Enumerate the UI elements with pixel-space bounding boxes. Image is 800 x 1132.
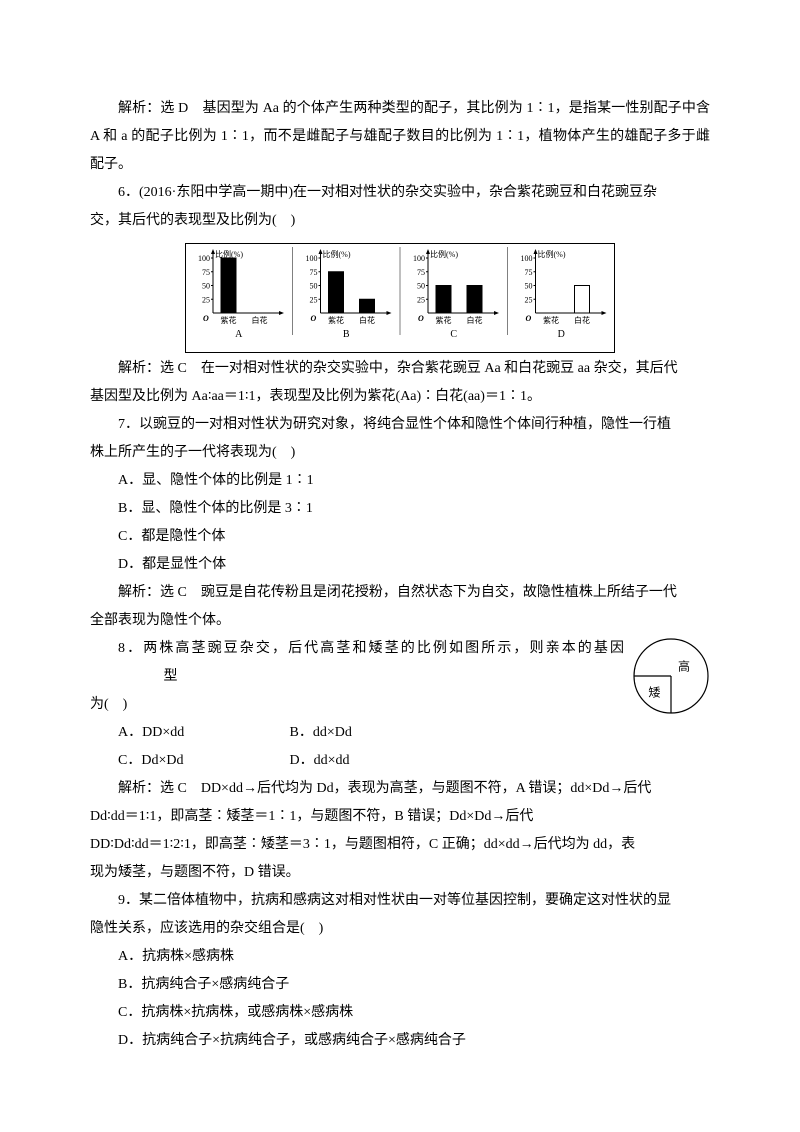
q5-explanation: 解析：选 D 基因型为 Aa 的个体产生两种类型的配子，其比例为 1∶1，是指某… (90, 95, 710, 179)
q7-option-a: A．显、隐性个体的比例是 1∶1 (90, 467, 710, 495)
q8-explanation-line1: 解析：选 C DD×dd→后代均为 Dd，表现为高茎，与题图不符，A 错误；dd… (90, 775, 710, 803)
q9-stem-line1: 9．某二倍体植物中，抗病和感病这对相对性状由一对等位基因控制，要确定这对性状的显 (90, 887, 710, 915)
svg-text:白花: 白花 (252, 315, 268, 325)
q7-stem-line1: 7．以豌豆的一对相对性状为研究对象，将纯合显性个体和隐性个体间行种植，隐性一行植 (90, 411, 710, 439)
q8-stem-left: 8．两株高茎豌豆杂交，后代高茎和矮茎的比例如图所示，则亲本的基因 (118, 641, 624, 656)
q7-option-c: C．都是隐性个体 (90, 523, 710, 551)
q8-explanation-line3: DD∶Dd∶dd＝1∶2∶1，即高茎∶矮茎＝3∶1，与题图相符，C 正确；dd×… (90, 831, 710, 859)
q9-option-a: A．抗病株×感病株 (90, 943, 710, 971)
svg-text:D: D (558, 329, 565, 340)
q9-option-c: C．抗病株×抗病株，或感病株×感病株 (90, 999, 710, 1027)
svg-text:白花: 白花 (467, 315, 483, 325)
q6-stem-line2: 交，其后代的表现型及比例为( ) (90, 207, 710, 235)
svg-text:100: 100 (521, 254, 533, 263)
q7-option-d: D．都是显性个体 (90, 551, 710, 579)
svg-text:O: O (418, 314, 424, 323)
svg-text:比例(%): 比例(%) (538, 249, 566, 259)
q6-chart: 比例(%) 25 50 75 100 O 紫花 白花 A 比例(%) 25 50 75 100 O 紫花 白花 B… (90, 243, 710, 353)
svg-text:白花: 白花 (359, 315, 375, 325)
svg-text:100: 100 (198, 254, 210, 263)
q8-stem-right: 型 (164, 669, 178, 684)
svg-text:O: O (311, 314, 317, 323)
q6-explanation-line1: 解析：选 C 在一对相对性状的杂交实验中，杂合紫花豌豆 Aa 和白花豌豆 aa … (90, 355, 710, 383)
page-container: 解析：选 D 基因型为 Aa 的个体产生两种类型的配子，其比例为 1∶1，是指某… (0, 0, 800, 1115)
svg-text:75: 75 (310, 268, 318, 277)
svg-text:矮: 矮 (648, 685, 660, 699)
q7-stem-line2: 株上所产生的子一代将表现为( ) (90, 439, 710, 467)
svg-text:紫花: 紫花 (221, 315, 237, 325)
q8-options-row1: A．DD×dd B．dd×Dd (90, 719, 710, 747)
svg-text:紫花: 紫花 (436, 315, 452, 325)
q8-option-b: B．dd×Dd (290, 719, 458, 747)
q8-pie-chart: 高矮 (632, 637, 710, 726)
svg-text:25: 25 (525, 295, 533, 304)
svg-text:100: 100 (413, 254, 425, 263)
svg-text:紫花: 紫花 (543, 315, 559, 325)
svg-text:白花: 白花 (574, 315, 590, 325)
svg-text:比例(%): 比例(%) (323, 249, 351, 259)
svg-text:紫花: 紫花 (328, 315, 344, 325)
q8-stem-line2: 为( ) (90, 691, 710, 719)
q6-stem-line1: 6．(2016·东阳中学高一期中)在一对相对性状的杂交实验中，杂合紫花豌豆和白花… (90, 179, 710, 207)
svg-text:C: C (450, 329, 457, 340)
svg-text:50: 50 (417, 282, 425, 291)
q7-explanation-line1: 解析：选 C 豌豆是自花传粉且是闭花授粉，自然状态下为自交，故隐性植株上所结子一… (90, 579, 710, 607)
svg-text:100: 100 (306, 254, 318, 263)
svg-text:比例(%): 比例(%) (430, 249, 458, 259)
q8-option-c: C．Dd×Dd (118, 747, 286, 775)
svg-text:50: 50 (310, 282, 318, 291)
svg-text:50: 50 (202, 282, 210, 291)
svg-text:25: 25 (417, 295, 425, 304)
svg-text:A: A (235, 329, 243, 340)
svg-text:高: 高 (678, 658, 690, 673)
svg-text:25: 25 (202, 295, 210, 304)
q8-explanation-line4: 现为矮茎，与题图不符，D 错误。 (90, 859, 710, 887)
svg-text:75: 75 (525, 268, 533, 277)
q9-option-d: D．抗病纯合子×抗病纯合子，或感病纯合子×感病纯合子 (90, 1027, 710, 1055)
svg-text:B: B (343, 329, 350, 340)
q7-option-b: B．显、隐性个体的比例是 3∶1 (90, 495, 710, 523)
svg-text:50: 50 (525, 282, 533, 291)
svg-text:75: 75 (202, 268, 210, 277)
q8-options-row2: C．Dd×Dd D．dd×dd (90, 747, 710, 775)
q7-explanation-line2: 全部表现为隐性个体。 (90, 607, 710, 635)
svg-text:O: O (203, 314, 209, 323)
svg-text:25: 25 (310, 295, 318, 304)
q8-option-d: D．dd×dd (290, 747, 458, 775)
q9-option-b: B．抗病纯合子×感病纯合子 (90, 971, 710, 999)
q8-option-a: A．DD×dd (118, 719, 286, 747)
svg-text:75: 75 (417, 268, 425, 277)
svg-text:O: O (526, 314, 532, 323)
q8-explanation-line2: Dd∶dd＝1∶1，即高茎∶矮茎＝1∶1，与题图不符，B 错误；Dd×Dd→后代 (90, 803, 710, 831)
bar-chart-svg: 比例(%) 25 50 75 100 O 紫花 白花 A 比例(%) 25 50 75 100 O 紫花 白花 B… (185, 243, 615, 353)
pie-chart-svg: 高矮 (632, 637, 710, 715)
q6-explanation-line2: 基因型及比例为 Aa∶aa＝1∶1，表现型及比例为紫花(Aa)∶白花(aa)＝1… (90, 383, 710, 411)
q9-stem-line2: 隐性关系，应该选用的杂交组合是( ) (90, 915, 710, 943)
q8-stem-line1: 8．两株高茎豌豆杂交，后代高茎和矮茎的比例如图所示，则亲本的基因 型 (90, 635, 710, 691)
